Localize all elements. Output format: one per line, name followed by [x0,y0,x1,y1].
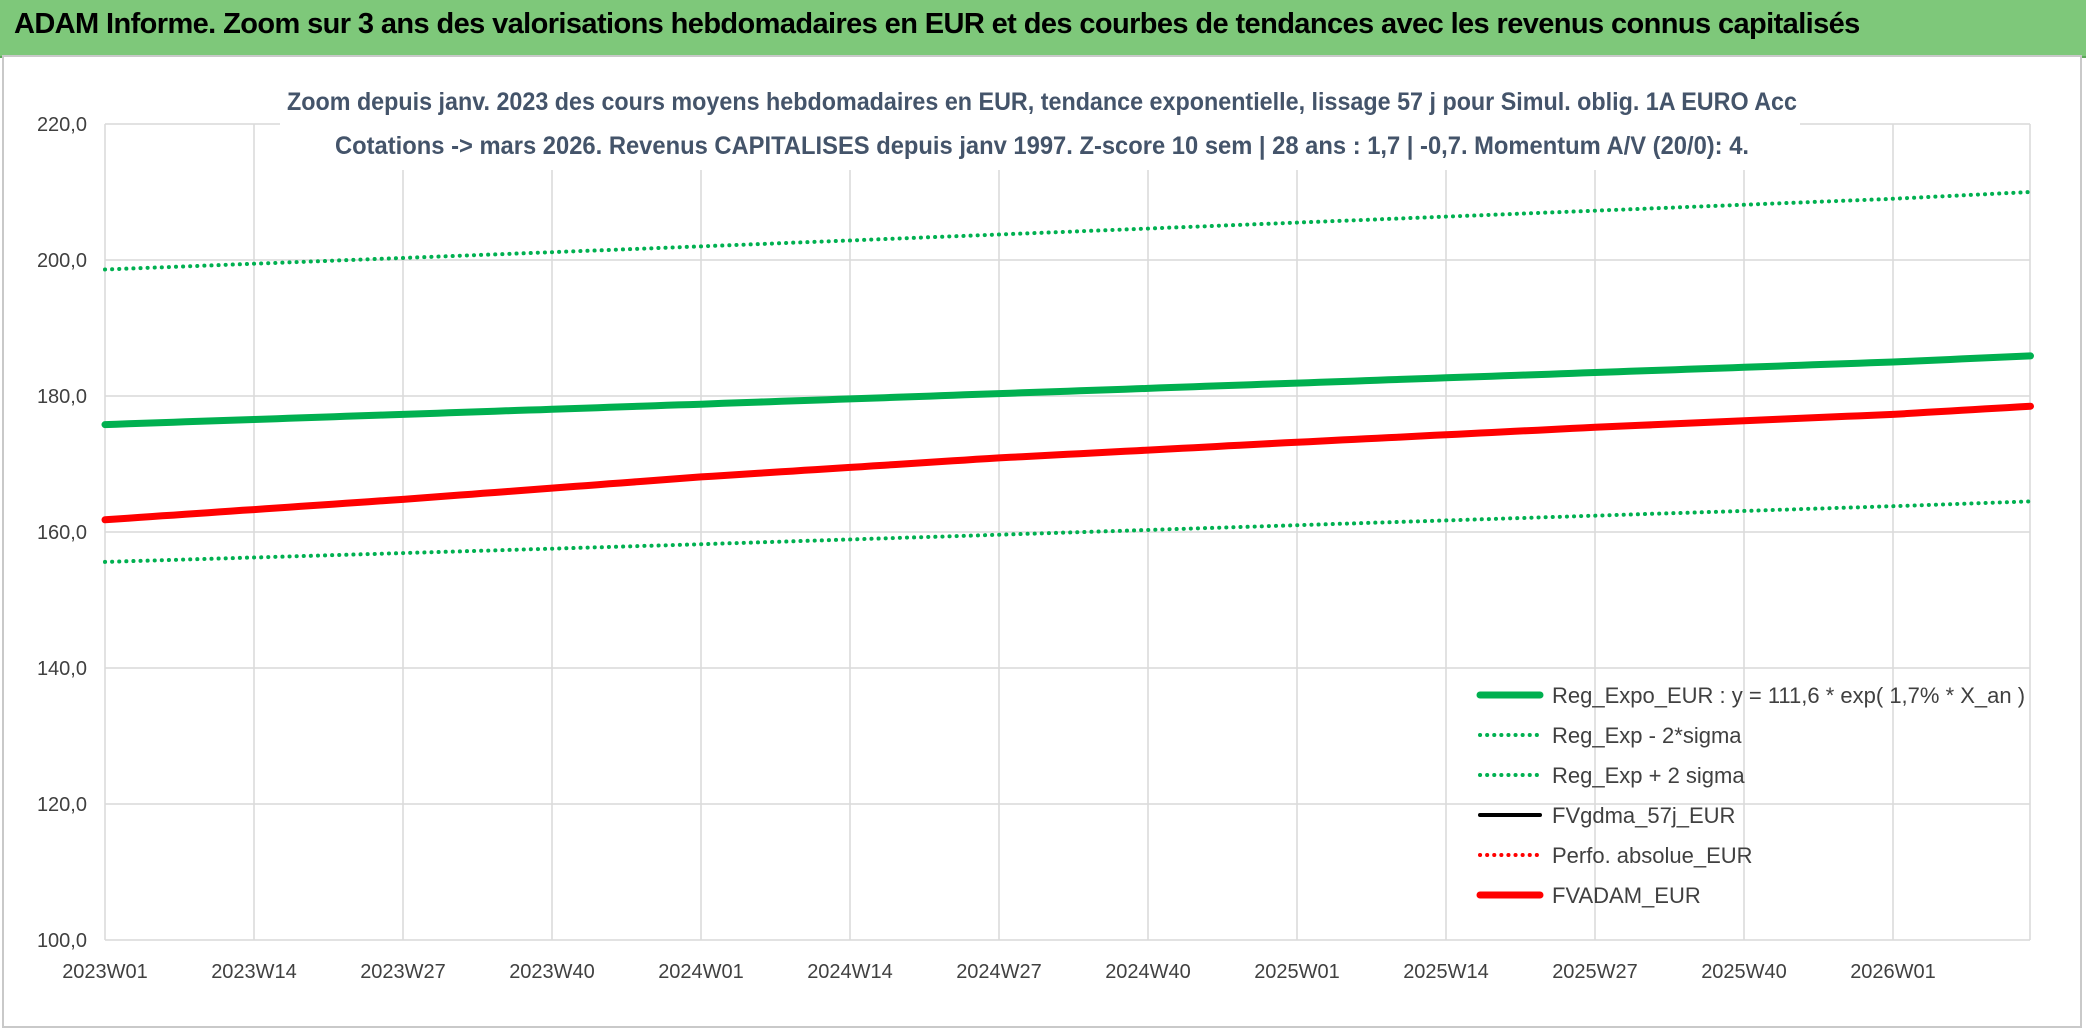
report-banner: ADAM Informe. Zoom sur 3 ans des valoris… [0,0,2086,58]
chart-frame [2,55,2082,1028]
legend-label: Reg_Exp - 2*sigma [1552,723,1742,748]
series-line-2 [103,190,2033,272]
y-tick-label: 140,0 [37,658,87,680]
x-tick-label: 2024W40 [1105,961,1191,983]
x-tick-label: 2025W14 [1403,961,1489,983]
x-axis-ticks: 2023W01 2023W14 2023W27 2023W40 2024W01 2024W… [62,961,1936,983]
x-tick-label: 2024W01 [658,961,744,983]
x-tick-label: 2023W14 [211,961,297,983]
x-tick-label: 2026W01 [1850,961,1936,983]
x-tick-label: 2023W01 [62,961,148,983]
series-lines [101,190,2034,564]
legend-label: FVgdma_57j_EUR [1552,803,1735,828]
x-tick-label: 2025W40 [1701,961,1787,983]
chart-legend: Reg_Expo_EUR : y = 111,6 * exp( 1,7% * X… [1476,683,2025,908]
series-line-5 [101,402,2034,524]
series-line-0 [101,352,2034,429]
y-tick-label: 160,0 [37,522,87,544]
series-line-1 [103,499,2033,564]
chart-title-line2: Cotations -> mars 2026. Revenus CAPITALI… [335,132,1749,160]
x-tick-label: 2025W27 [1552,961,1638,983]
legend-label: FVADAM_EUR [1552,883,1701,908]
y-tick-label: 100,0 [37,930,87,952]
y-tick-label: 220,0 [37,114,87,136]
y-axis-ticks: 100,0 120,0 140,0 160,0 180,0 200,0 220,0 [37,114,87,952]
title-backdrop [280,78,1800,170]
legend-label: Reg_Exp + 2 sigma [1552,763,1745,788]
x-tick-label: 2025W01 [1254,961,1340,983]
x-tick-label: 2024W14 [807,961,893,983]
x-tick-label: 2023W27 [360,961,446,983]
legend-label: Reg_Expo_EUR : y = 111,6 * exp( 1,7% * X… [1552,683,2025,708]
y-tick-label: 180,0 [37,386,87,408]
y-tick-label: 200,0 [37,250,87,272]
legend-label: Perfo. absolue_EUR [1552,843,1753,868]
grid-lines [104,123,2031,941]
chart-title-line1: Zoom depuis janv. 2023 des cours moyens … [287,88,1797,116]
x-tick-label: 2023W40 [509,961,595,983]
report-title: ADAM Informe. Zoom sur 3 ans des valoris… [14,8,1860,40]
y-tick-label: 120,0 [37,794,87,816]
x-tick-label: 2024W27 [956,961,1042,983]
